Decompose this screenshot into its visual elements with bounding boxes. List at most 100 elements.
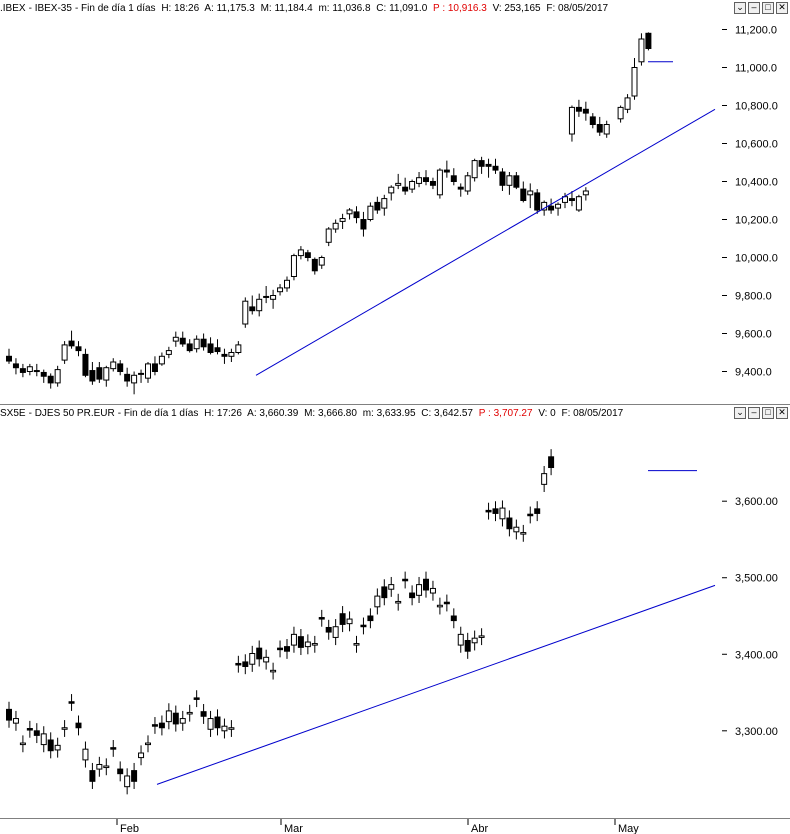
x-tick-label: Abr xyxy=(471,823,488,834)
ibex-chart-panel[interactable]: .IBEX - IBEX-35- Fin de día 1 días H: 18:… xyxy=(0,0,790,405)
y-tick-label: 3,500.00 xyxy=(735,573,778,585)
candle-body xyxy=(68,701,75,704)
candle-body xyxy=(638,38,645,63)
close-icon[interactable]: ✕ xyxy=(776,2,788,14)
close-icon[interactable]: ✕ xyxy=(776,407,788,419)
candle-body xyxy=(68,340,75,347)
previous-value: P : 10,916.3 xyxy=(433,3,487,14)
maximize-icon[interactable]: □ xyxy=(762,407,774,419)
date-value: F: 08/05/2017 xyxy=(546,3,609,14)
candle-body xyxy=(124,373,131,382)
candle-body xyxy=(478,635,485,638)
candle-body xyxy=(464,639,471,652)
candle-body xyxy=(75,722,82,729)
candle-body xyxy=(47,375,54,384)
candle-body xyxy=(151,363,158,372)
candle-body xyxy=(457,633,464,646)
candle-body xyxy=(534,508,541,514)
candle-body xyxy=(353,643,360,646)
candle-body xyxy=(402,186,409,192)
candle-body xyxy=(131,374,138,384)
candle-body xyxy=(575,106,582,112)
candle-body xyxy=(40,371,47,377)
y-tick-label: 9,400.0 xyxy=(735,367,772,379)
candle-body xyxy=(548,205,555,211)
candle-body xyxy=(221,353,228,357)
volume-value: V: 0 xyxy=(538,408,556,419)
x-tick-label: Feb xyxy=(120,823,139,834)
candle-body xyxy=(318,617,325,620)
candle-body xyxy=(555,203,562,209)
instrument-name: DJES 50 PR.EUR xyxy=(34,408,115,419)
candle-body xyxy=(12,718,19,724)
candle-body xyxy=(325,626,332,633)
candle-body xyxy=(464,175,471,192)
candle-body xyxy=(631,67,638,97)
candle-body xyxy=(575,196,582,211)
candle-body xyxy=(172,712,179,725)
candle-body xyxy=(548,456,555,469)
y-tick-label: 10,400.0 xyxy=(735,177,778,189)
minimize-icon[interactable]: ‒ xyxy=(748,2,760,14)
candle-body xyxy=(423,578,429,591)
trendline xyxy=(255,108,716,376)
candle-body xyxy=(589,116,596,126)
candle-body xyxy=(47,739,54,752)
low-value: m: 11,036.8 xyxy=(318,3,371,14)
candle-body xyxy=(179,337,186,345)
candle-body xyxy=(33,370,40,373)
candle-body xyxy=(520,532,527,535)
candle-body xyxy=(297,636,304,648)
x-tick-label: May xyxy=(618,823,639,834)
sx5e-chart-panel[interactable]: SX5E - DJES 50 PR.EUR - Fin de día 1 días … xyxy=(0,405,790,818)
dropdown-icon[interactable]: ⌄ xyxy=(734,407,746,419)
candle-body xyxy=(165,710,172,723)
maximize-icon[interactable]: □ xyxy=(762,2,774,14)
period-label: Fin de día 1 días xyxy=(81,3,156,14)
candle-body xyxy=(499,171,506,186)
y-tick-label: 10,600.0 xyxy=(735,139,778,151)
candle-body xyxy=(381,198,388,209)
candle-body xyxy=(346,618,353,625)
candle-body xyxy=(235,344,242,353)
candle-body xyxy=(214,716,221,729)
candle-body xyxy=(478,160,485,167)
candle-body xyxy=(270,295,277,300)
candle-body xyxy=(568,106,575,135)
candle-body xyxy=(541,201,548,211)
candle-body xyxy=(318,257,325,266)
ibex-chart-header: .IBEX - IBEX-35- Fin de día 1 días H: 18:… xyxy=(0,3,609,14)
symbol-label: SX5E xyxy=(0,408,26,419)
y-tick-label: 9,600.0 xyxy=(735,329,772,341)
instrument-name: IBEX-35 xyxy=(34,3,72,14)
candle-body xyxy=(534,192,541,211)
ibex-window-controls: ⌄ ‒ □ ✕ xyxy=(732,2,788,20)
candle-body xyxy=(416,177,423,184)
candle-body xyxy=(381,586,388,599)
candle-body xyxy=(332,222,339,230)
candle-body xyxy=(492,508,499,514)
candle-body xyxy=(388,186,395,194)
candle-body xyxy=(284,646,290,652)
candle-body xyxy=(346,209,353,215)
volume-value: V: 253,165 xyxy=(492,3,541,14)
candle-body xyxy=(40,733,47,746)
candle-body xyxy=(367,205,374,220)
candle-body xyxy=(429,587,436,594)
minimize-icon[interactable]: ‒ xyxy=(748,407,760,419)
candle-body xyxy=(596,124,603,133)
candle-body xyxy=(429,181,436,186)
date-axis: Feb Mar Abr May xyxy=(0,818,790,834)
dropdown-icon[interactable]: ⌄ xyxy=(734,2,746,14)
candle-body xyxy=(200,711,207,717)
y-tick-label: 11,000.0 xyxy=(735,63,777,75)
candle-body xyxy=(96,763,103,770)
candle-body xyxy=(374,595,381,608)
sx5e-candlestick-chart: 3,300.00 3,400.00 3,500.00 3,600.00 xyxy=(6,449,778,795)
y-tick-label: 9,800.0 xyxy=(735,291,772,303)
low-value: m: 3,633.95 xyxy=(362,408,416,419)
candle-body xyxy=(186,711,193,715)
candle-body xyxy=(409,181,416,190)
candle-body xyxy=(395,600,402,604)
candle-body xyxy=(485,163,492,167)
